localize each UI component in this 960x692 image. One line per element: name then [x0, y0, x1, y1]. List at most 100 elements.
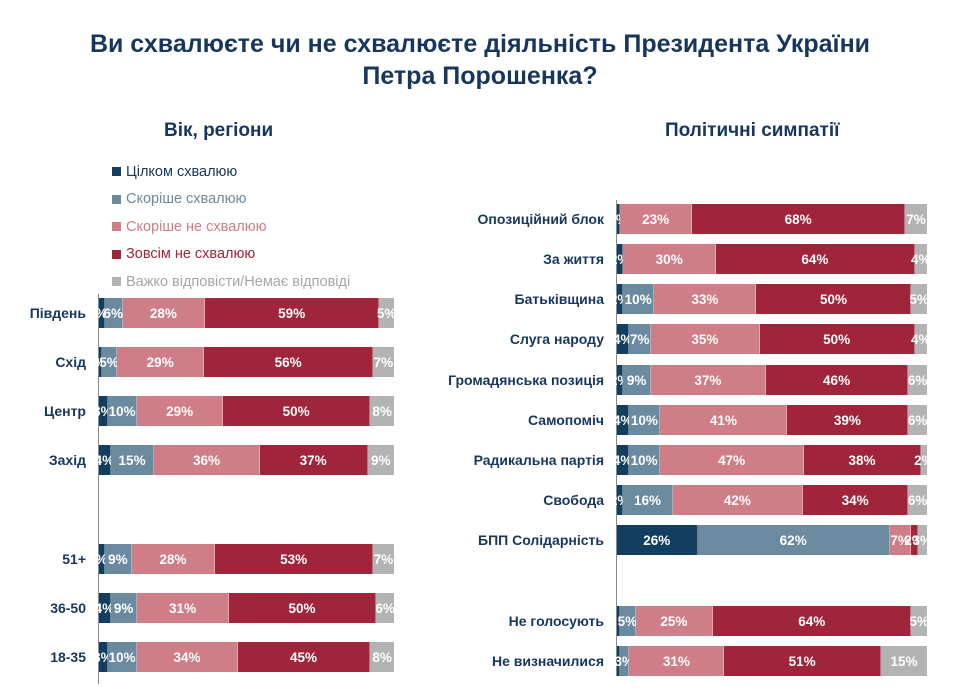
bar-segment: 10%: [629, 405, 661, 435]
legend-label: Зовсім не схвалюю: [126, 246, 256, 263]
data-label: 50%: [282, 403, 310, 419]
data-label: 46%: [823, 372, 851, 388]
bar-segment: 7%: [373, 544, 394, 574]
data-label: 4%: [94, 452, 115, 468]
category-label: Не визначилися: [491, 653, 604, 669]
bar-segment: 4%: [613, 405, 632, 435]
bar-segment: 30%: [623, 244, 717, 274]
legend-item-5: Важко відповісти/Немає відповіді: [112, 268, 350, 296]
legend-item-3: Скоріше не схвалюю: [112, 213, 350, 241]
bar-segment: 10%: [107, 642, 138, 672]
category-label: 51+: [62, 551, 86, 567]
stacked-bar: 2% 9% 37% 46% 6%: [610, 365, 928, 395]
bar-segment: 37%: [651, 365, 766, 395]
data-label: 62%: [779, 532, 807, 548]
category-label: 36-50: [50, 600, 86, 616]
data-label: 47%: [718, 452, 746, 468]
data-label: 4%: [612, 452, 633, 468]
stacked-bar: 4% 7% 35% 50% 4%: [613, 324, 931, 354]
data-label: 29%: [166, 403, 194, 419]
chart-age-regions: Південь% 6% 28% 59% 5% Схід% 5% 29% 56% 7% Центр 3%…: [30, 294, 397, 688]
category-label: Не голосують: [508, 613, 604, 629]
bar-row: 51+% 9% 28% 53% 7%: [62, 544, 394, 574]
bar-segment: 29%: [117, 347, 205, 377]
category-label: За життя: [543, 251, 604, 267]
bar-segment: 5%: [617, 606, 638, 636]
bar-row: 36-50 4% 9% 31% 50% 6%: [50, 593, 395, 623]
bar-segment: 8%: [370, 642, 394, 672]
category-label: БПП Солідарність: [478, 532, 604, 548]
legend-item-2: Скоріше схвалюю: [112, 186, 350, 214]
data-label: 41%: [709, 412, 737, 428]
bar-row: Слуга народу 4% 7% 35% 50% 4%: [510, 324, 931, 354]
data-label: 7%: [890, 532, 910, 548]
stacked-bar: 2% 30% 64% 4%: [610, 244, 931, 274]
bar-row: Схід% 5% 29% 56% 7%: [55, 347, 394, 377]
data-label: 51%: [788, 653, 816, 669]
bar-row: Самопоміч 4% 10% 41% 39% 6%: [528, 405, 927, 435]
chart-political-sympathies: Опозиційний блок 1% 23% 68% 7% За життя 2% 30% 6…: [448, 200, 934, 680]
bar-segment: 16%: [623, 485, 673, 515]
bar-row: Громадянська позиція 2% 9% 37% 46% 6%: [448, 365, 928, 395]
bar-segment: 3%: [614, 646, 634, 676]
data-label: 9%: [371, 452, 391, 468]
data-label: 28%: [159, 551, 187, 567]
category-label: Слуга народу: [509, 331, 604, 347]
bar-segment: 25%: [635, 606, 714, 636]
data-label: 7%: [629, 331, 650, 347]
bar-segment: 50%: [228, 593, 377, 623]
data-label: 37%: [299, 452, 327, 468]
bar-segment: 37%: [259, 445, 368, 475]
data-label: 33%: [691, 291, 719, 307]
stacked-bar: 4% 9% 31% 50% 6%: [95, 593, 395, 623]
data-label: 56%: [274, 354, 302, 370]
bar-segment: 31%: [137, 593, 229, 623]
title-line-1: Ви схвалюєте чи не схвалюєте діяльність …: [89, 30, 871, 58]
data-label: 36%: [193, 452, 221, 468]
bar-segment: %: [95, 544, 107, 574]
stacked-bar: 4% 15% 36% 37% 9%: [95, 445, 394, 475]
bar-segment: 26%: [617, 525, 698, 555]
data-label: 42%: [723, 492, 751, 508]
category-label: Батьківщина: [514, 291, 604, 307]
bar-row: БПП Солідарність 26% 62% 7% 2% 3%: [478, 525, 932, 555]
data-label: 50%: [823, 331, 851, 347]
bar-segment: 9%: [110, 593, 138, 623]
legend-swatch: [112, 277, 121, 287]
data-label: 9%: [108, 551, 128, 567]
bar-segment: 45%: [237, 642, 371, 672]
bar-row: За життя 2% 30% 64% 4%: [543, 244, 931, 274]
data-label: 15%: [118, 452, 146, 468]
bar-row: Захід 4% 15% 36% 37% 9%: [49, 445, 394, 475]
stacked-bar: 3% 10% 29% 50% 8%: [93, 396, 394, 426]
bar-segment: 23%: [620, 204, 693, 234]
data-label: 29%: [146, 354, 174, 370]
data-label: 5%: [376, 305, 397, 321]
data-label: 34%: [841, 492, 869, 508]
bar-row: Не визначилися 3% 31% 51% 15%: [492, 646, 927, 676]
data-label: 10%: [630, 452, 658, 468]
data-label: 7%: [373, 551, 394, 567]
bar-segment: 3%: [93, 396, 113, 426]
data-label: 3%: [614, 653, 634, 669]
bar-row: Свобода 2% 16% 42% 34% 6%: [543, 485, 927, 515]
data-label: 6%: [907, 372, 928, 388]
legend-label: Цілком схвалюю: [126, 163, 238, 180]
bar-segment: 6%: [908, 485, 927, 515]
legend-label: Важко відповісти/Немає відповіді: [126, 273, 351, 290]
bar-segment: 64%: [713, 606, 912, 636]
bar-segment: 4%: [911, 324, 931, 354]
data-label: 10%: [630, 412, 658, 428]
bar-segment: 4%: [911, 244, 931, 274]
bar-segment: 50%: [756, 284, 912, 314]
bar-segment: 4%: [95, 593, 114, 623]
data-label: 31%: [169, 600, 197, 616]
data-label: 5%: [617, 613, 638, 629]
bar-segment: 64%: [716, 244, 915, 274]
bar-segment: 3%: [93, 642, 113, 672]
data-label: 4%: [94, 600, 115, 616]
bar-segment: 7%: [372, 347, 394, 377]
data-label: 16%: [633, 492, 661, 508]
bar-segment: 5%: [909, 606, 929, 636]
bar-segment: %: [95, 298, 107, 328]
